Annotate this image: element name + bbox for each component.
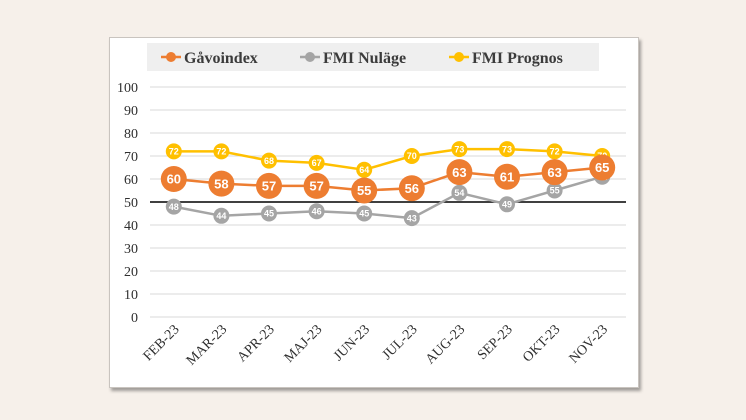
data-point: [261, 205, 277, 222]
data-label: 49: [502, 200, 512, 210]
y-tick-label: 10: [124, 288, 138, 303]
x-tick-label: JUN-23: [331, 322, 373, 364]
data-label: 43: [407, 213, 417, 223]
data-point: [356, 205, 373, 222]
y-tick-label: 0: [131, 311, 138, 326]
data-point: [446, 159, 473, 186]
data-label: 61: [500, 169, 514, 184]
series-1: 48 44 45 46 45 43 54 49 55 61: [165, 168, 611, 227]
data-label: 64: [359, 165, 369, 175]
data-point: [546, 182, 563, 199]
data-label: 44: [216, 211, 226, 221]
x-tick-label: AUG-23: [423, 322, 468, 367]
data-label: 72: [216, 147, 226, 157]
data-point: [451, 184, 468, 201]
x-axis: FEB-23 MAR-23 APR-23 MAJ-23 JUN-23 JUL-23 AUG-…: [141, 322, 611, 368]
data-label: 55: [357, 183, 371, 198]
data-label: 60: [167, 172, 181, 187]
data-point: [403, 148, 420, 164]
data-point: [165, 198, 182, 215]
data-label: 63: [452, 165, 466, 180]
y-tick-label: 40: [124, 219, 138, 234]
legend-marker: [166, 52, 176, 62]
data-label: 54: [454, 188, 464, 198]
legend-label: Gåvoindex: [184, 50, 258, 67]
data-label: 73: [502, 144, 512, 154]
chart-frame: [109, 37, 639, 388]
data-label: 67: [312, 158, 322, 168]
data-point: [256, 172, 282, 199]
data-point: [213, 207, 230, 224]
legend-marker: [305, 52, 315, 62]
x-tick-label: MAJ-23: [282, 322, 326, 366]
x-tick-label: FEB-23: [141, 322, 183, 364]
x-tick-label: NOV-23: [567, 322, 611, 366]
data-point: [546, 143, 563, 160]
legend-background: [147, 43, 599, 71]
data-label: 73: [454, 144, 464, 154]
data-point: [213, 143, 230, 160]
data-label: 63: [547, 165, 561, 180]
data-label: 48: [169, 202, 179, 212]
y-tick-label: 80: [124, 127, 138, 142]
x-tick-label: APR-23: [235, 322, 278, 365]
y-tick-label: 60: [124, 173, 138, 188]
data-label: 70: [407, 151, 417, 161]
data-label: 72: [169, 147, 179, 157]
x-tick-label: OKT-23: [520, 322, 563, 365]
data-point: [398, 175, 425, 202]
series-0: 60 58 57 57 55 56 63 61 63 65: [160, 154, 616, 204]
data-point: [499, 196, 515, 213]
legend: Gåvoindex FMI Nuläge FMI Prognos: [147, 43, 599, 71]
legend-item: FMI Prognos: [449, 50, 563, 67]
data-point: [261, 152, 277, 169]
data-point: [356, 161, 373, 178]
x-tick-label: MAR-23: [184, 322, 230, 368]
data-label: 65: [595, 160, 609, 175]
data-point: [160, 166, 187, 192]
data-point: [499, 141, 515, 158]
data-point: [589, 154, 616, 181]
y-tick-label: 90: [124, 104, 138, 119]
data-label: 72: [550, 147, 560, 157]
data-point: [494, 163, 520, 190]
data-point: [308, 154, 325, 171]
data-label: 56: [405, 181, 419, 196]
legend-item: Gåvoindex: [161, 50, 258, 67]
legend-item: FMI Nuläge: [300, 50, 406, 67]
series-line: [173, 166, 603, 192]
data-point: [541, 159, 568, 186]
data-point: [451, 141, 468, 158]
y-tick-label: 100: [117, 81, 138, 96]
series-line: [173, 175, 603, 220]
y-tick-label: 30: [124, 242, 138, 257]
data-label: 58: [214, 176, 228, 191]
data-point: [403, 210, 420, 227]
data-point: [308, 203, 325, 220]
y-axis: 0 10 20 30 40 50 60 70 80 90 100: [117, 81, 138, 326]
data-label: 46: [312, 206, 322, 216]
legend-marker: [454, 52, 464, 62]
y-tick-label: 50: [124, 196, 138, 211]
x-tick-label: JUL-23: [380, 322, 421, 363]
x-tick-label: SEP-23: [475, 322, 516, 363]
legend-label: FMI Prognos: [472, 50, 563, 67]
data-label: 57: [262, 179, 276, 194]
data-label: 55: [550, 186, 560, 196]
series-line: [173, 147, 603, 172]
data-point: [208, 170, 235, 197]
series-2: 72726867647073737270: [165, 141, 611, 178]
data-label: 68: [264, 156, 274, 166]
data-label: 45: [264, 209, 274, 219]
data-point: [351, 177, 378, 204]
data-label: 45: [359, 209, 369, 219]
legend-label: FMI Nuläge: [323, 50, 406, 67]
y-tick-label: 20: [124, 265, 138, 280]
data-label: 57: [309, 179, 323, 194]
data-point: [165, 143, 182, 160]
data-point: [303, 172, 330, 199]
y-tick-label: 70: [124, 150, 138, 165]
